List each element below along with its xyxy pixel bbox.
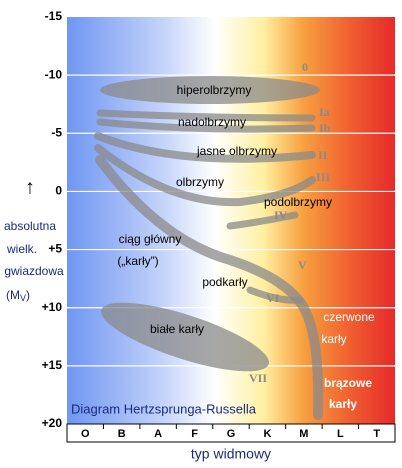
x-axis-label: typ widmowy [191, 446, 271, 462]
region-label: czerwone [323, 310, 375, 324]
y-axis-unit: (MV) [6, 288, 30, 303]
y-tick-label: -10 [45, 67, 63, 81]
y-tick-label: +15 [42, 358, 63, 372]
supergiant-band [96, 109, 316, 122]
y-axis-label: gwiazdowa [4, 264, 64, 278]
class-label: Ia [319, 105, 330, 119]
region-label: ciąg główny [119, 232, 182, 246]
class-label: Ib [319, 121, 331, 135]
class-label: 0 [302, 60, 308, 74]
subgiant-band [226, 211, 299, 230]
unit-symbol: (M [6, 288, 20, 302]
class-label: VII [249, 371, 267, 385]
class-label: V [298, 258, 307, 272]
y-tick-label: 0 [55, 184, 62, 198]
region-label: podolbrzymy [264, 195, 332, 209]
region-label: białe karły [150, 322, 204, 336]
main-sequence-band [95, 155, 324, 420]
y-tick-label: +10 [42, 300, 63, 314]
region-label: brązowe [324, 376, 372, 390]
x-tick-label: F [191, 428, 198, 440]
x-tick-label: O [81, 428, 90, 440]
y-tick-label: -15 [45, 9, 63, 23]
white-dwarf-region [101, 302, 269, 372]
region-label: karły [329, 397, 357, 411]
giant-band [94, 144, 316, 207]
y-tick-label: +5 [48, 242, 62, 256]
region-label: podkarły [202, 275, 247, 289]
hypergiant-region [100, 76, 320, 104]
class-label: III [316, 170, 330, 184]
diagram-title: Diagram Hertzsprunga-Russella [71, 401, 257, 416]
y-tick-label: +20 [42, 416, 63, 430]
region-label: jasne olbrzymy [196, 144, 277, 158]
y-axis-label: absolutna [4, 219, 56, 233]
region-label: olbrzymy [176, 175, 224, 189]
spectral-class-row [66, 423, 396, 443]
class-label: II [318, 148, 328, 162]
region-label: („karły”) [117, 254, 158, 268]
y-tick-label: -5 [51, 125, 62, 139]
x-tick-label: A [154, 428, 162, 440]
class-label: VI [266, 291, 280, 305]
x-tick-label: L [337, 428, 344, 440]
x-tick-label: T [373, 428, 380, 440]
x-tick-label: B [118, 428, 126, 440]
x-tick-label: K [263, 428, 271, 440]
supergiant-band [96, 118, 316, 133]
y-axis-label: wielk. [6, 242, 37, 256]
bright-giant-band [94, 132, 316, 163]
class-label: IV [274, 208, 288, 222]
unit-subscript: V [20, 293, 26, 303]
x-tick-label: M [299, 428, 308, 440]
x-tick-label: G [227, 428, 236, 440]
region-label: hiperolbrzymy [177, 83, 252, 97]
unit-close: ) [26, 288, 30, 302]
y-axis-arrow: ↑ [25, 176, 35, 198]
region-label: nadolbrzymy [178, 115, 246, 129]
subdwarf-band [246, 286, 304, 304]
region-label: karły [321, 332, 346, 346]
